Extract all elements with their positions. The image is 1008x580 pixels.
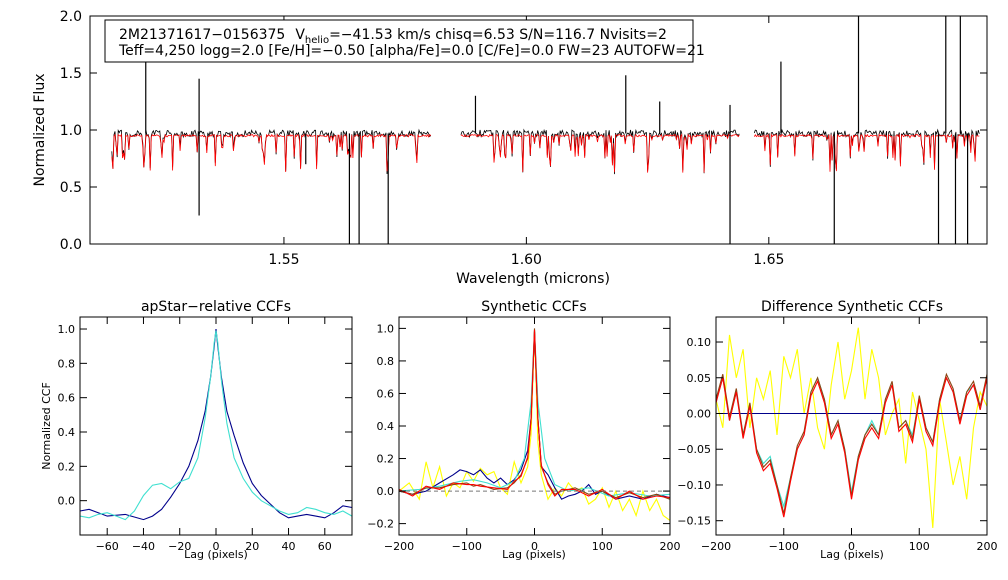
y-tick-label: 0.0 — [60, 237, 82, 253]
ccf-line-blue — [398, 331, 671, 500]
y-tick-label: 0.2 — [377, 453, 395, 466]
difference-ccf-panel: Difference Synthetic CCFs −200 −100 0 100 20… — [677, 299, 997, 561]
difference-ccf-x-label: Lag (pixels) — [820, 548, 884, 561]
vhelio-symbol: V — [295, 27, 305, 43]
y-tick-label: −0.10 — [677, 479, 711, 492]
info-line-1-values: =−41.53 km/s chisq=6.53 S/N=116.7 Nvisit… — [329, 27, 667, 43]
y-tick-label: 0.05 — [687, 372, 712, 385]
y-tick-label: −0.05 — [677, 443, 711, 456]
spectrum-x-label: Wavelength (microns) — [456, 271, 610, 287]
y-tick-label: 0.2 — [58, 460, 76, 473]
y-tick-label: 0.6 — [377, 387, 395, 400]
apstar-ccf-axes-frame — [79, 316, 353, 536]
x-tick-label: 1.65 — [753, 252, 784, 268]
y-tick-label: 0.0 — [377, 485, 395, 498]
x-tick-label: −40 — [132, 540, 155, 553]
y-tick-label: 0.8 — [377, 355, 395, 368]
y-tick-label: 0.5 — [60, 180, 82, 196]
spectrum-panel: 1.55 1.60 1.65 0.0 0.5 1.0 1.5 2.0 Wavelength (… — [32, 9, 988, 287]
ccf-line-cyan — [79, 330, 353, 521]
apstar-ccf-panel: apStar−relative CCFs −60 −40 −20 0 20 40 60 0.0… — [40, 299, 353, 561]
x-tick-label: 1.55 — [268, 252, 299, 268]
synthetic-ccf-x-label: Lag (pixels) — [502, 548, 566, 561]
y-tick-label: 1.0 — [377, 322, 395, 335]
synthetic-ccf-panel: Synthetic CCFs −200 −100 0 100 200 −0.2 0.0 0.2… — [367, 299, 680, 561]
x-tick-label: 200 — [977, 540, 998, 553]
model-spectrum-chip-1 — [111, 133, 432, 173]
synthetic-ccf-axes-frame — [398, 316, 671, 536]
difference-ccf-axes-frame — [715, 316, 988, 536]
synthetic-ccf-series — [398, 328, 671, 521]
info-box: 2M21371617−0156375 Vhelio=−41.53 km/s chi… — [104, 19, 705, 63]
y-tick-label: 1.0 — [60, 123, 82, 139]
x-tick-label: −100 — [452, 540, 482, 553]
x-tick-label: −200 — [701, 540, 731, 553]
x-tick-label: −100 — [769, 540, 799, 553]
x-tick-label: −60 — [96, 540, 119, 553]
synthetic-ccf-ticks: −200 −100 0 100 200 −0.2 0.0 0.2 0.4 0.6 0.8 1.0 — [367, 317, 681, 553]
y-tick-label: 0.6 — [58, 392, 76, 405]
x-tick-label: 100 — [909, 540, 930, 553]
ccf-line-yellow — [398, 331, 671, 521]
x-tick-label: 60 — [318, 540, 332, 553]
ccf-line-blue — [79, 328, 353, 521]
y-tick-label: 0.0 — [58, 495, 76, 508]
x-tick-label: 0 — [531, 540, 538, 553]
synthetic-ccf-title: Synthetic CCFs — [481, 299, 586, 315]
observed-spectrum-chip-2 — [460, 128, 740, 175]
y-tick-label: 1.0 — [58, 323, 76, 336]
difference-ccf-title: Difference Synthetic CCFs — [761, 299, 943, 315]
x-tick-label: 100 — [592, 540, 613, 553]
y-tick-label: 0.8 — [58, 357, 76, 370]
y-tick-label: 0.00 — [687, 407, 712, 420]
x-tick-label: 0 — [213, 540, 220, 553]
apstar-ccf-ticks: −60 −40 −20 0 20 40 60 0.0 0.2 0.4 0.6 0.8 1.0 — [58, 317, 352, 553]
x-tick-label: −20 — [168, 540, 191, 553]
ccf-line-cyan — [398, 329, 671, 497]
spectrum-y-label: Normalized Flux — [32, 74, 48, 187]
spectrum-series — [111, 16, 980, 244]
y-tick-label: 0.4 — [58, 426, 76, 439]
ccf-line-red — [398, 329, 671, 500]
apstar-ccf-y-label: Normalized CCF — [40, 382, 53, 470]
info-box-frame — [104, 19, 694, 63]
model-spectrum-chip-2 — [460, 133, 740, 173]
info-line-2: Teff=4,250 logg=2.0 [Fe/H]=−0.50 [alpha/… — [118, 43, 705, 59]
apstar-ccf-x-label: Lag (pixels) — [184, 548, 248, 561]
star-id: 2M21371617−0156375 — [119, 27, 285, 43]
x-tick-label: 40 — [282, 540, 296, 553]
model-spectrum-chip-3 — [753, 133, 980, 172]
ccf-line-brown — [398, 328, 671, 500]
y-tick-label: 0.10 — [687, 336, 712, 349]
y-tick-label: 0.4 — [377, 420, 395, 433]
x-tick-label: 200 — [660, 540, 681, 553]
x-tick-label: 20 — [245, 540, 259, 553]
spectrum-ticks: 1.55 1.60 1.65 0.0 0.5 1.0 1.5 2.0 — [60, 9, 987, 268]
y-tick-label: −0.2 — [367, 518, 394, 531]
ccf-line-red — [715, 376, 988, 518]
x-tick-label: 0 — [848, 540, 855, 553]
apstar-ccf-series — [79, 328, 353, 521]
vhelio-subscript: helio — [305, 35, 329, 46]
x-tick-label: −200 — [384, 540, 414, 553]
y-tick-label: 2.0 — [60, 9, 82, 25]
observed-spectrum-chip-3 — [753, 128, 980, 170]
difference-ccf-ticks: −200 −100 0 100 200 −0.15 −0.10 −0.05 0.00 0.05 0.… — [677, 317, 998, 553]
difference-ccf-series — [715, 327, 988, 528]
info-line-1: 2M21371617−0156375 Vhelio=−41.53 km/s chi… — [119, 27, 667, 46]
apstar-ccf-title: apStar−relative CCFs — [141, 299, 291, 315]
x-tick-label: 1.60 — [511, 252, 542, 268]
y-tick-label: 1.5 — [60, 66, 82, 82]
y-tick-label: −0.15 — [677, 515, 711, 528]
